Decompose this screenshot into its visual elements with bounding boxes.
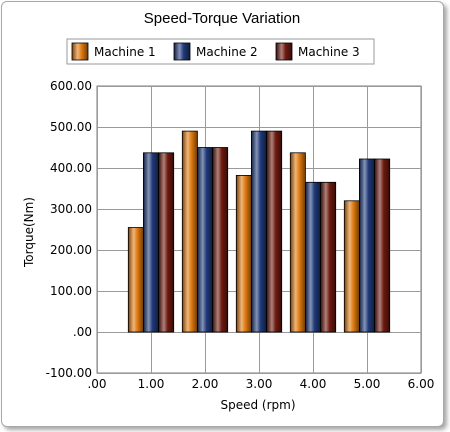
bar-machine-1-1	[181, 130, 198, 333]
y-tick-label: 300.00	[50, 202, 92, 216]
y-tick-label: 600.00	[50, 79, 92, 93]
bar-machine-1-4	[343, 200, 360, 333]
legend-box	[66, 38, 375, 65]
y-axis-ticks: -100.00 .00 100.00 200.00 300.00 400.00 500.00…	[46, 79, 92, 380]
legend-swatch-machine-1	[71, 42, 89, 61]
bar-machine-3-1	[212, 147, 229, 333]
bar-machine-1-0	[127, 227, 144, 333]
x-tick-label: 5.00	[354, 377, 381, 391]
y-tick-label: 500.00	[50, 120, 92, 134]
bar-machine-3-0	[158, 152, 175, 333]
x-axis-label: Speed (rpm)	[220, 398, 295, 412]
bar-machine-3-2	[266, 130, 283, 333]
y-tick-label: -100.00	[46, 366, 92, 380]
bar-machine-2-4	[358, 158, 375, 333]
legend-label-machine-1: Machine 1	[94, 45, 156, 59]
x-tick-label: 6.00	[408, 377, 435, 391]
legend-swatch-machine-3	[275, 42, 293, 61]
x-tick-label: .00	[87, 377, 106, 391]
x-tick-label: 4.00	[300, 377, 327, 391]
bar-machine-2-0	[142, 152, 159, 333]
bars	[127, 130, 391, 333]
bar-machine-2-3	[304, 181, 321, 333]
legend-label-machine-2: Machine 2	[196, 45, 258, 59]
bar-machine-1-2	[235, 174, 252, 333]
x-axis-ticks: .00 1.00 2.00 3.00 4.00 5.00 6.00	[87, 377, 434, 391]
chart-title: Speed-Torque Variation	[144, 10, 301, 27]
bar-machine-3-3	[320, 181, 337, 333]
legend-label-machine-3: Machine 3	[298, 45, 360, 59]
bar-machine-3-4	[374, 158, 391, 333]
legend: Machine 1 Machine 2 Machine 3	[66, 38, 375, 65]
y-tick-label: 200.00	[50, 243, 92, 257]
y-axis-label: Torque(Nm)	[22, 197, 36, 268]
y-tick-label: 400.00	[50, 161, 92, 175]
bar-machine-2-2	[250, 130, 267, 333]
x-tick-label: 3.00	[246, 377, 273, 391]
x-tick-label: 1.00	[138, 377, 165, 391]
legend-swatch-machine-2	[173, 42, 191, 61]
x-tick-label: 2.00	[192, 377, 219, 391]
bar-machine-1-3	[289, 152, 306, 333]
y-tick-label: .00	[73, 325, 92, 339]
bar-machine-2-1	[196, 147, 213, 333]
y-tick-label: 100.00	[50, 284, 92, 298]
